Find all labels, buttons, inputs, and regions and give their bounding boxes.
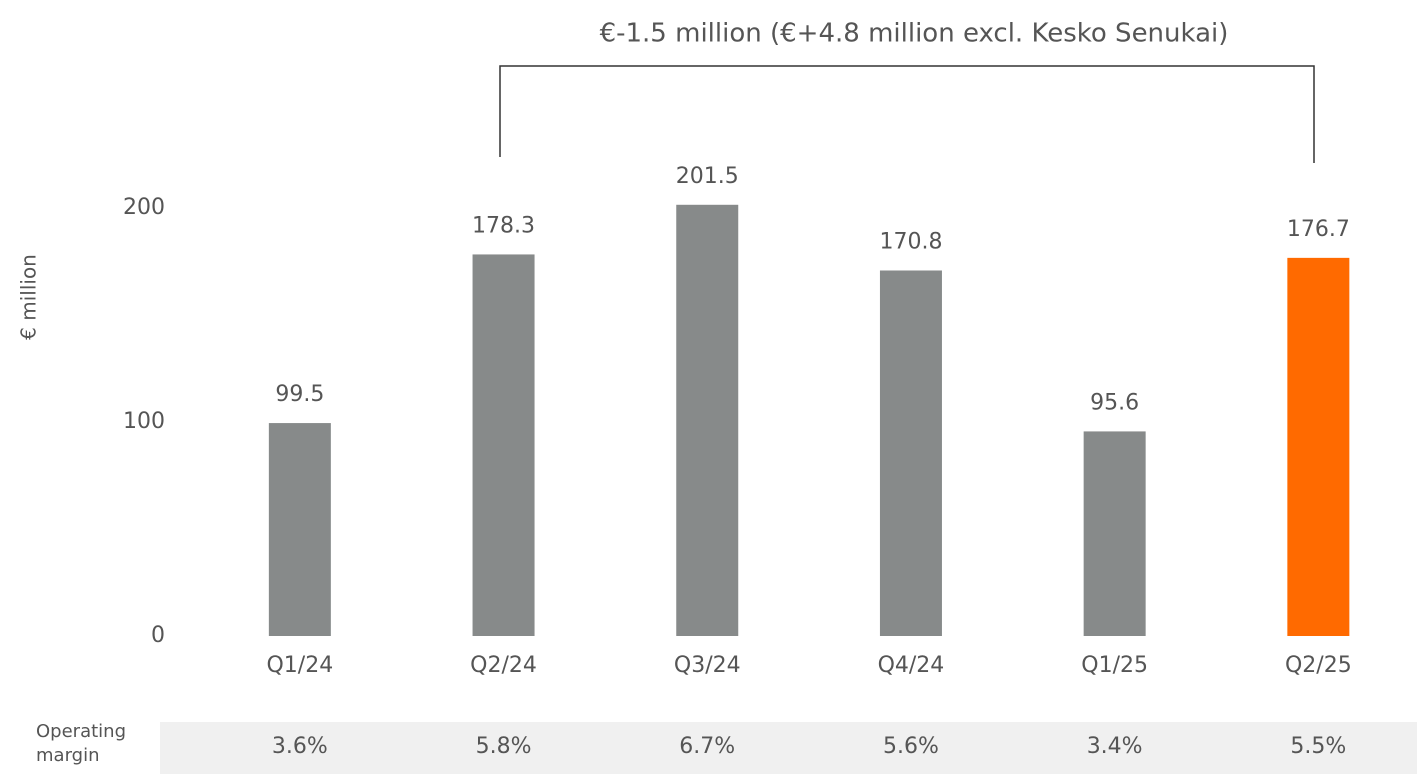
margin-value: 5.8% [476, 734, 532, 759]
x-tick-label: Q2/25 [1285, 653, 1352, 678]
bar [268, 423, 331, 636]
bar [1083, 431, 1146, 636]
x-tick-label: Q4/24 [878, 653, 945, 678]
y-tick-label: 100 [123, 409, 165, 434]
margin-value: 3.6% [272, 734, 328, 759]
value-label: 170.8 [879, 229, 942, 254]
x-tick-label: Q1/24 [266, 653, 333, 678]
y-tick-label: 200 [123, 195, 165, 220]
margin-row-background [160, 722, 1417, 774]
margin-value: 3.4% [1087, 734, 1143, 759]
value-label: 99.5 [275, 382, 324, 407]
annotation: €-1.5 million (€+4.8 million excl. Kesko… [600, 19, 1229, 49]
margin-value: 5.5% [1290, 734, 1346, 759]
bar [1287, 257, 1350, 636]
value-label: 95.6 [1090, 390, 1139, 415]
margin-row-label: Operating margin [36, 721, 126, 766]
value-label: 176.7 [1287, 217, 1350, 242]
margin-value: 6.7% [679, 734, 735, 759]
bar [676, 204, 739, 637]
x-tick-label: Q3/24 [674, 653, 741, 678]
y-tick-label: 0 [151, 623, 165, 648]
x-tick-label: Q1/25 [1081, 653, 1148, 678]
bar [472, 254, 535, 637]
bracket [499, 65, 1315, 163]
margin-value: 5.6% [883, 734, 939, 759]
value-label: 178.3 [472, 213, 535, 238]
y-axis-label: € million [17, 254, 41, 340]
x-tick-label: Q2/24 [470, 653, 537, 678]
bar [879, 270, 942, 636]
value-label: 201.5 [676, 164, 739, 189]
